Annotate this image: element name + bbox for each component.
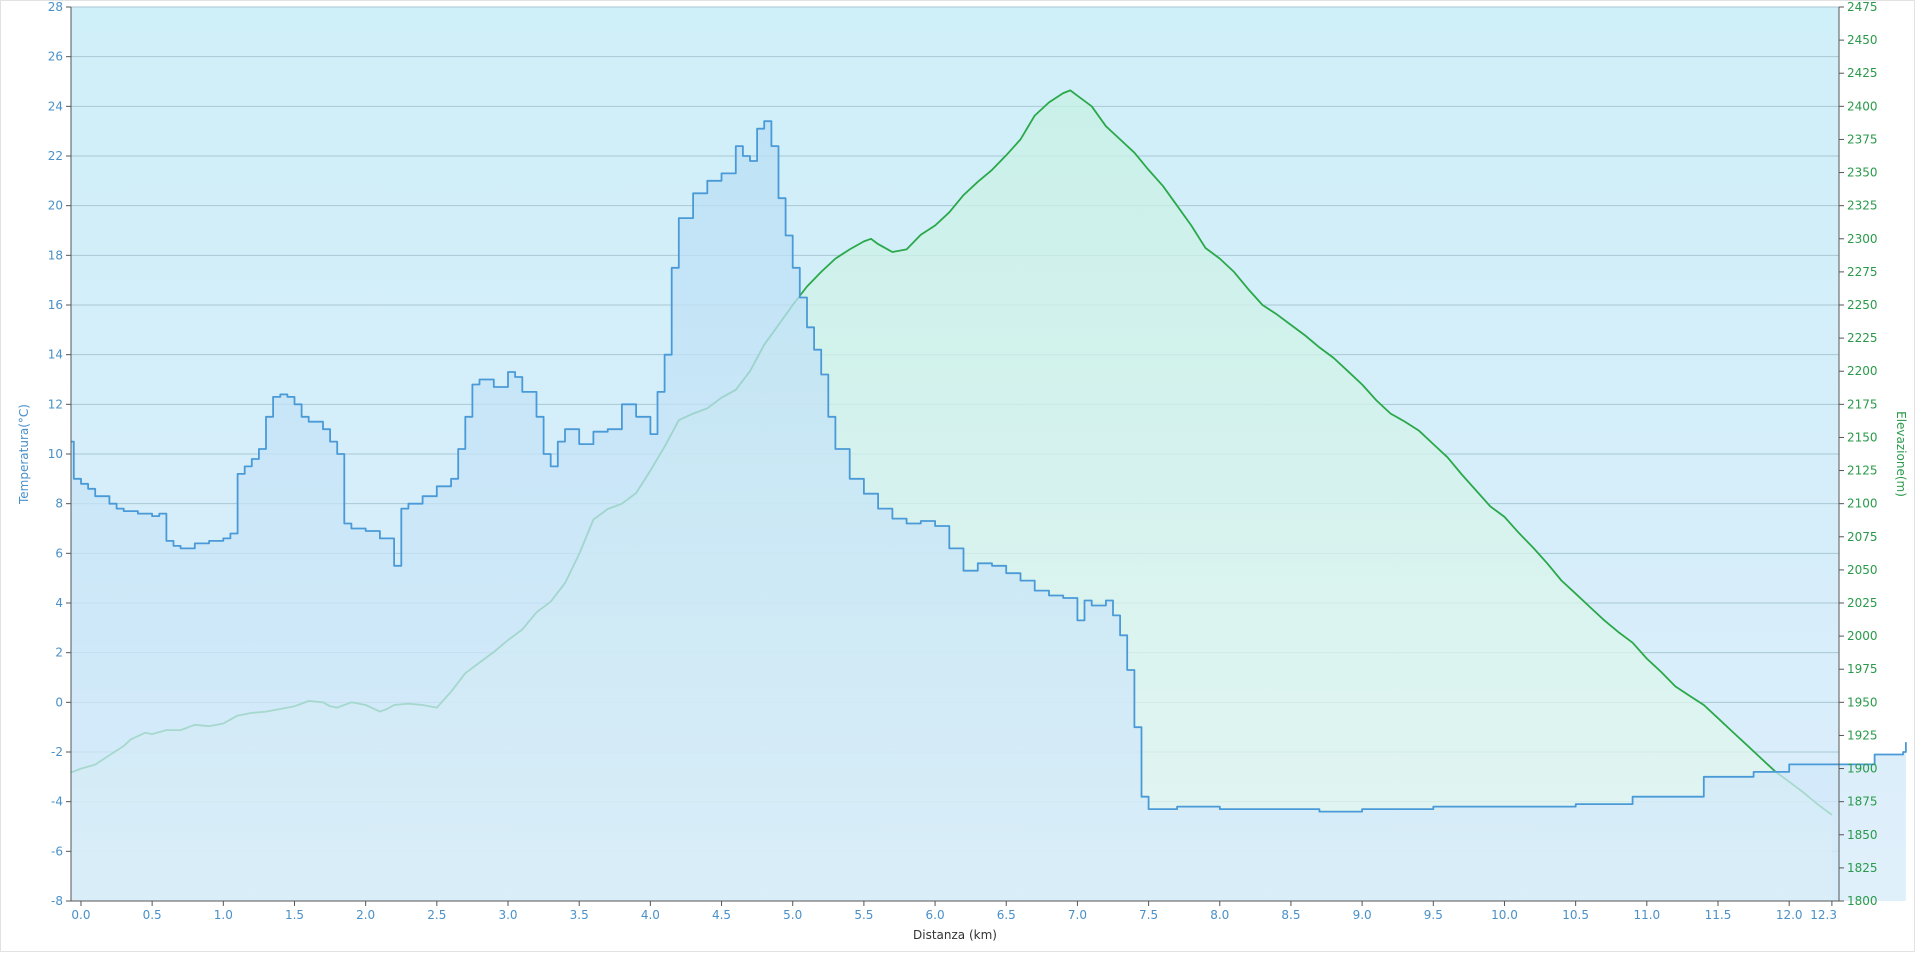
x-axis-end-label: 12.3: [1810, 908, 1837, 922]
left-axis-tick-label: 2: [55, 646, 63, 660]
right-axis-tick-label: 2000: [1847, 629, 1878, 643]
x-axis-title: Distanza (km): [913, 928, 997, 942]
x-axis-tick-label: 3.0: [498, 908, 517, 922]
left-axis-tick-label: -6: [51, 844, 63, 858]
temperature-line: [71, 120, 1907, 813]
right-axis-tick-label: 2475: [1847, 1, 1878, 14]
left-axis-title: Temperatura(°C): [17, 404, 31, 505]
right-axis-tick-label: 1875: [1847, 795, 1878, 809]
x-axis-tick-label: 1.0: [214, 908, 233, 922]
x-axis-tick-label: 8.0: [1210, 908, 1229, 922]
x-axis-tick-label: 3.5: [570, 908, 589, 922]
left-axis-tick-label: 6: [55, 546, 63, 560]
right-axis-tick-label: 2300: [1847, 232, 1878, 246]
right-axis-tick-label: 2125: [1847, 464, 1878, 478]
right-axis-tick-label: 2250: [1847, 298, 1878, 312]
right-axis-tick-label: 2375: [1847, 132, 1878, 146]
x-axis-tick-label: 5.5: [854, 908, 873, 922]
x-axis-tick-label: 9.0: [1353, 908, 1372, 922]
x-axis-tick-label: 11.0: [1633, 908, 1660, 922]
right-axis-tick-label: 2275: [1847, 265, 1878, 279]
right-axis-tick-label: 1900: [1847, 762, 1878, 776]
left-axis-tick-label: -4: [51, 795, 63, 809]
left-axis-tick-label: 20: [48, 199, 63, 213]
right-axis-tick-label: 2200: [1847, 364, 1878, 378]
left-axis-tick-label: 22: [48, 149, 63, 163]
x-axis-tick-label: 2.0: [356, 908, 375, 922]
left-axis-tick-label: 0: [55, 695, 63, 709]
axes: -8-6-4-202468101214161820222426281800182…: [48, 1, 1878, 922]
right-axis-tick-label: 2150: [1847, 430, 1878, 444]
series-areas: [70, 89, 1907, 901]
right-axis-tick-label: 2450: [1847, 33, 1878, 47]
x-axis-tick-label: 4.0: [641, 908, 660, 922]
right-axis-tick-label: 2175: [1847, 397, 1878, 411]
right-axis-tick-label: 2350: [1847, 166, 1878, 180]
x-axis-tick-label: 2.5: [427, 908, 446, 922]
right-axis-tick-label: 2075: [1847, 530, 1878, 544]
right-axis-tick-label: 1825: [1847, 861, 1878, 875]
left-axis-tick-label: 28: [48, 1, 63, 14]
right-axis-tick-label: 1950: [1847, 695, 1878, 709]
right-axis-tick-label: 1800: [1847, 894, 1878, 908]
right-axis-tick-label: 1975: [1847, 662, 1878, 676]
x-axis-tick-label: 0.0: [71, 908, 90, 922]
x-axis-tick-label: 1.5: [285, 908, 304, 922]
x-axis-tick-label: 12.0: [1776, 908, 1803, 922]
temperature-area: [71, 121, 1906, 901]
right-axis-tick-label: 2400: [1847, 99, 1878, 113]
left-axis-tick-label: 8: [55, 497, 63, 511]
x-axis-tick-label: 8.5: [1281, 908, 1300, 922]
x-axis-tick-label: 10.0: [1491, 908, 1518, 922]
left-axis-tick-label: -2: [51, 745, 63, 759]
x-axis-tick-label: 9.5: [1424, 908, 1443, 922]
left-axis-tick-label: 26: [48, 50, 63, 64]
left-axis-tick-label: 4: [55, 596, 63, 610]
right-axis-title: Elevazione(m): [1894, 411, 1908, 497]
left-axis-tick-label: 24: [48, 99, 63, 113]
right-axis-tick-label: 1850: [1847, 828, 1878, 842]
right-axis-tick-label: 2325: [1847, 199, 1878, 213]
x-axis-tick-label: 6.5: [997, 908, 1016, 922]
x-axis-tick-label: 7.0: [1068, 908, 1087, 922]
right-axis-tick-label: 2025: [1847, 596, 1878, 610]
right-axis-tick-label: 2225: [1847, 331, 1878, 345]
left-axis-tick-label: 16: [48, 298, 63, 312]
x-axis-tick-label: 5.0: [783, 908, 802, 922]
right-axis-tick-label: 2050: [1847, 563, 1878, 577]
right-axis-tick-label: 1925: [1847, 728, 1878, 742]
left-axis-tick-label: 10: [48, 447, 63, 461]
x-axis-tick-label: 0.5: [143, 908, 162, 922]
left-axis-tick-label: 14: [48, 348, 63, 362]
x-axis-tick-label: 4.5: [712, 908, 731, 922]
x-axis-tick-label: 10.5: [1562, 908, 1589, 922]
left-axis-tick-label: 12: [48, 397, 63, 411]
right-axis-tick-label: 2425: [1847, 66, 1878, 80]
left-axis-tick-label: 18: [48, 248, 63, 262]
x-axis-tick-label: 11.5: [1705, 908, 1732, 922]
x-axis-tick-label: 7.5: [1139, 908, 1158, 922]
x-axis-tick-label: 6.0: [926, 908, 945, 922]
left-axis-tick-label: -8: [51, 894, 63, 908]
right-axis-tick-label: 2100: [1847, 497, 1878, 511]
